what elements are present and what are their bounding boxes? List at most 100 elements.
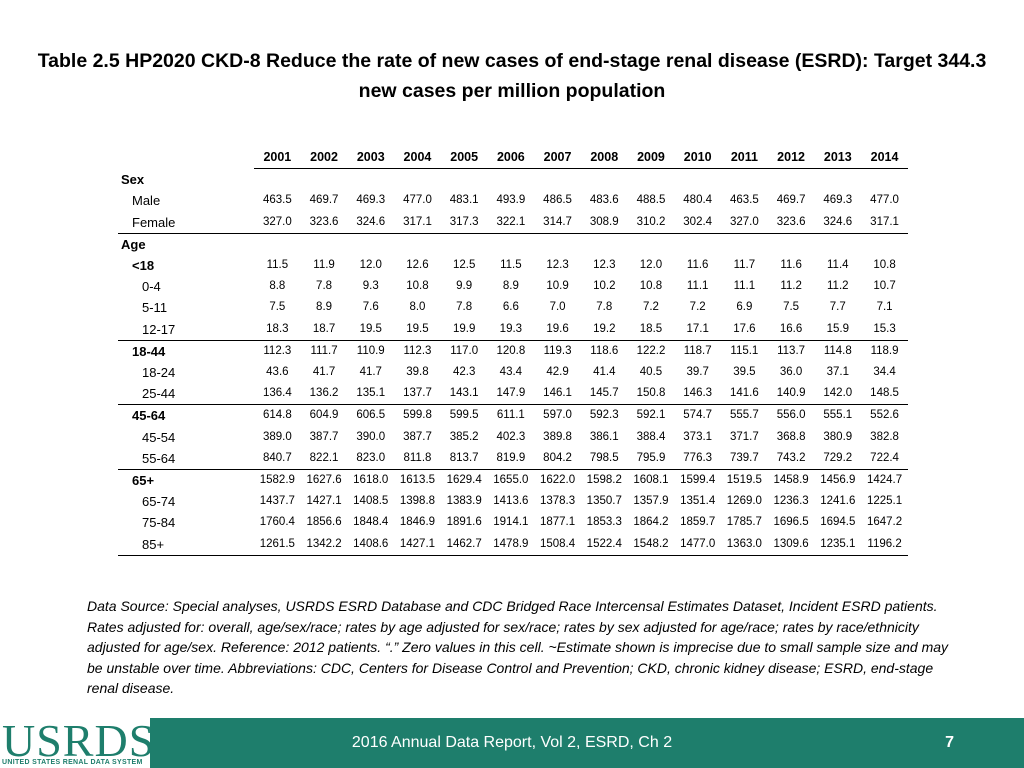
table-row: 65+ 1582.9 1627.6 1618.0 1613.5 1629.4 1655.0 1…: [118, 470, 908, 492]
table-cell: 7.2: [642, 301, 659, 314]
table-row: 55-64 840.7 822.1 823.0 811.8 813.7 819.9 804.2…: [118, 447, 908, 471]
table-cell: 1408.5: [353, 495, 389, 508]
table-cell: 380.9: [823, 430, 853, 443]
table-cell: [394, 169, 441, 191]
year-header: 2012: [767, 147, 815, 170]
row-label: 5-11: [142, 300, 168, 316]
table-cell: 146.1: [534, 383, 581, 406]
table-cell: 119.3: [543, 344, 572, 357]
table-cell: 142.0: [814, 383, 862, 406]
table-cell: 19.6: [534, 318, 581, 341]
table-cell: 1378.3: [539, 495, 576, 508]
table-cell: 811.8: [394, 447, 441, 471]
row-label: 0-4: [142, 279, 161, 295]
table-cell: 19.2: [580, 318, 628, 341]
table-cell: 302.4: [674, 211, 722, 234]
table-cell: 137.7: [394, 383, 441, 406]
table-cell: 1519.5: [726, 474, 762, 487]
table-cell: 387.7: [309, 430, 339, 443]
table-cell: 40.5: [639, 366, 663, 379]
table-cell: 117.0: [450, 344, 479, 357]
table-cell: 1477.0: [674, 533, 722, 556]
year-header: 2003: [347, 147, 395, 170]
footer-bar: USRDS UNITED STATES RENAL DATA SYSTEM 20…: [0, 718, 1024, 768]
table-cell: 614.8: [262, 409, 292, 422]
table-cell: 722.4: [861, 447, 908, 471]
table-cell: [347, 233, 394, 255]
table-cell: 469.3: [823, 194, 853, 207]
table-cell: 1846.9: [399, 516, 436, 529]
table-cell: 11.9: [313, 259, 335, 271]
table-cell: 7.2: [689, 301, 706, 314]
table-cell: 8.9: [316, 301, 333, 314]
table-cell: 488.5: [636, 194, 666, 207]
table-cell: 776.3: [674, 447, 722, 471]
table-cell: 1383.9: [446, 495, 482, 508]
table-cell: [347, 169, 394, 191]
table-cell: 463.5: [262, 194, 292, 207]
table-row: 0-4 8.8 7.8 9.3 10.8 9.9 8.9 10.9 10.2 10.8 11.1 11…: [118, 276, 908, 297]
table-cell: 140.9: [767, 383, 815, 406]
table-cell: 1848.4: [353, 516, 389, 529]
row-label: 65-74: [142, 494, 176, 510]
table-cell: 12.3: [546, 259, 569, 271]
table-cell: 819.9: [487, 447, 535, 471]
table-row: 18-44 112.3 111.7 110.9 112.3 117.0 120.8 119.3…: [118, 340, 908, 362]
table-cell: 1613.5: [399, 474, 436, 487]
table-cell: 389.0: [262, 430, 292, 443]
table-cell: 323.6: [300, 211, 348, 234]
table-cell: 1269.0: [726, 495, 762, 508]
table-cell: 798.5: [580, 447, 628, 471]
table-cell: 42.3: [452, 366, 476, 379]
data-table: 2001 2002 2003 2004 2005 2006 2007 2008 2009 2010…: [118, 147, 908, 556]
table-cell: 113.7: [777, 344, 806, 357]
table-cell: 143.1: [440, 383, 488, 406]
table-cell: 12.6: [406, 259, 429, 271]
table-cell: 112.3: [403, 344, 432, 357]
page-number: 7: [945, 734, 954, 751]
row-label: 18-24: [142, 365, 176, 381]
table-cell: 7.8: [456, 301, 473, 314]
table-cell: [628, 233, 675, 255]
table-cell: 112.3: [263, 344, 292, 357]
table-cell: 373.1: [683, 430, 713, 443]
table-cell: 11.5: [266, 259, 289, 271]
table-cell: 1508.4: [534, 533, 581, 556]
table-cell: 19.9: [440, 318, 488, 341]
table-cell: 120.8: [496, 344, 526, 357]
table-cell: 556.0: [776, 409, 806, 422]
row-label: 55-64: [118, 447, 254, 471]
table-cell: 10.9: [546, 280, 569, 293]
table-cell: 1627.6: [306, 474, 342, 487]
table-body: Sex Male 463.5 469.7 469.3 477.0 483.1 493.9 486…: [118, 169, 908, 556]
table-cell: 11.2: [780, 280, 802, 293]
table-cell: 480.4: [683, 194, 713, 207]
table-cell: 146.3: [674, 383, 722, 406]
table-cell: 1760.4: [259, 516, 295, 529]
table-cell: 7.8: [596, 301, 613, 314]
table-cell: [394, 233, 441, 255]
table-cell: 1877.1: [539, 516, 576, 529]
table-cell: 6.6: [502, 301, 519, 314]
table-cell: [254, 169, 301, 191]
table-row: 85+ 1261.5 1342.2 1408.6 1427.1 1462.7 1478.9 1…: [118, 533, 908, 556]
table-cell: 463.5: [729, 194, 759, 207]
table-cell: 604.9: [309, 409, 339, 422]
table-cell: 840.7: [254, 447, 301, 471]
row-label: 25-44: [118, 383, 254, 406]
table-cell: 18.5: [627, 318, 675, 341]
table-cell: 12.3: [593, 259, 616, 271]
table-cell: 729.2: [814, 447, 862, 471]
table-cell: 11.1: [686, 280, 709, 293]
table-cell: 1522.4: [580, 533, 628, 556]
table-cell: 477.0: [403, 194, 432, 207]
table-cell: 11.5: [500, 259, 522, 271]
table-cell: 10.7: [873, 280, 896, 293]
table-cell: [534, 233, 581, 255]
table-cell: 147.9: [487, 383, 535, 406]
table-cell: 15.9: [814, 318, 862, 341]
footer-report-title: 2016 Annual Data Report, Vol 2, ESRD, Ch…: [351, 734, 673, 751]
table-cell: 611.1: [496, 409, 525, 422]
table-cell: 823.0: [347, 447, 395, 471]
table-cell: [768, 233, 815, 255]
